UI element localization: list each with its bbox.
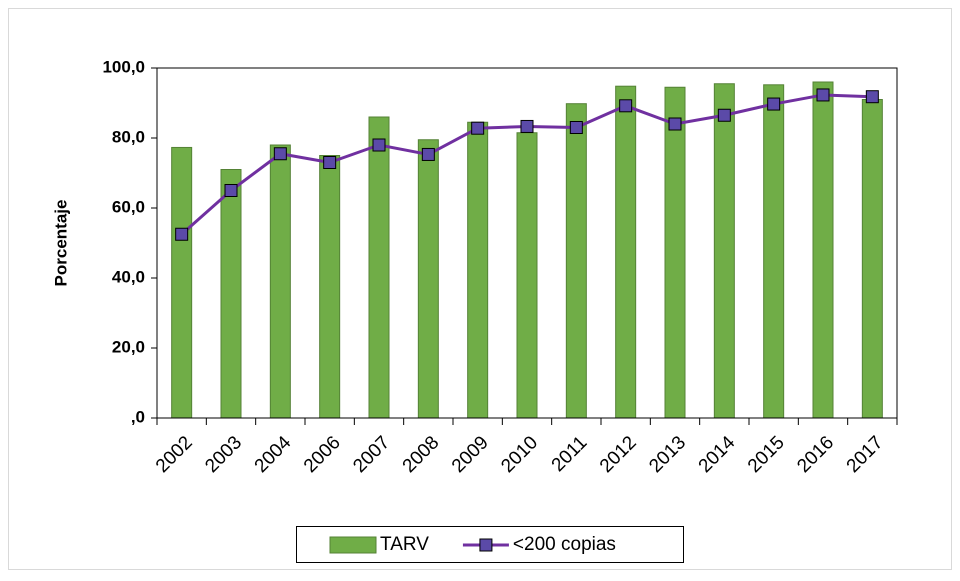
bar	[516, 132, 538, 419]
y-tick-label: 100,0	[102, 57, 145, 76]
marker	[471, 121, 485, 135]
bar	[467, 121, 489, 419]
marker	[421, 147, 435, 161]
bar	[861, 99, 883, 419]
bar	[713, 83, 735, 419]
bar	[664, 86, 686, 419]
bar	[615, 85, 637, 419]
marker	[619, 99, 633, 113]
marker	[520, 119, 534, 133]
y-tick-label: 40,0	[112, 267, 145, 286]
plot-frame	[156, 67, 898, 419]
marker	[668, 117, 682, 131]
bar	[763, 84, 785, 419]
marker	[816, 88, 830, 102]
marker	[175, 227, 189, 241]
bar	[220, 169, 242, 419]
bar	[269, 144, 291, 419]
legend-swatch-marker	[479, 538, 493, 552]
legend: TARV <200 copias	[296, 526, 684, 563]
legend-label: <200 copias	[513, 534, 616, 555]
marker	[569, 121, 583, 134]
bar	[368, 116, 390, 419]
y-tick-label: 60,0	[112, 197, 145, 216]
legend-label: TARV	[380, 534, 429, 555]
y-axis-label: Porcentaje	[51, 200, 70, 287]
bar	[319, 155, 341, 419]
y-tick-label: 20,0	[112, 337, 145, 356]
marker	[865, 90, 879, 104]
marker	[372, 138, 386, 152]
legend-swatch	[329, 536, 377, 554]
bar	[171, 146, 193, 419]
bar	[565, 103, 587, 419]
y-tick-label: ,0	[131, 407, 145, 426]
bar	[812, 81, 834, 419]
bar	[417, 139, 439, 419]
marker	[273, 147, 287, 161]
marker	[717, 108, 731, 122]
y-tick-label: 80,0	[112, 127, 145, 146]
marker	[767, 97, 781, 111]
marker	[224, 184, 238, 197]
marker	[323, 156, 337, 169]
